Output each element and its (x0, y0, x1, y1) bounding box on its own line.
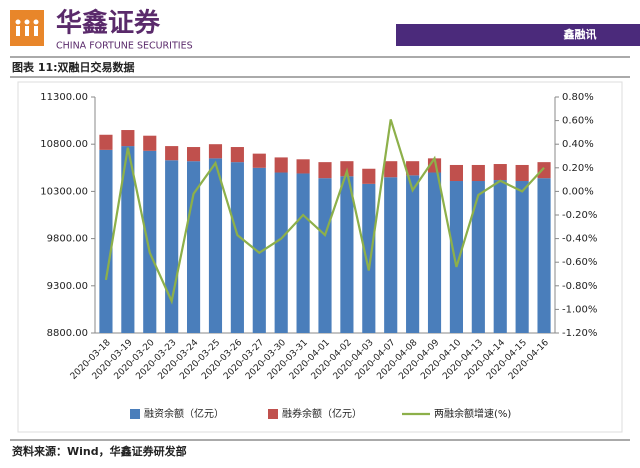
y-tick-label: 8800.00 (47, 328, 88, 339)
bar (252, 167, 266, 333)
bar (449, 181, 463, 333)
bar (230, 162, 244, 333)
bar (537, 178, 551, 333)
bar (208, 158, 223, 333)
bar (165, 146, 179, 161)
bar (143, 150, 157, 333)
y2-tick-label: -0.20% (562, 210, 597, 221)
bar (449, 164, 463, 182)
chart-frame (17, 81, 623, 433)
bar (143, 135, 157, 151)
y-tick-label: 11300.00 (40, 92, 88, 103)
legend-label: 融券余额（亿元） (282, 407, 362, 420)
y2-tick-label: 0.80% (562, 92, 594, 103)
y2-tick-label: 0.40% (562, 139, 594, 150)
bar (230, 147, 244, 163)
bar (165, 160, 179, 333)
y2-tick-label: 0.00% (562, 186, 594, 197)
bar (406, 161, 420, 176)
bar (384, 177, 398, 333)
bar (187, 147, 201, 162)
bar (252, 153, 266, 168)
brand: 华鑫证券 (56, 8, 161, 39)
logo-figures (15, 19, 39, 36)
y-tick-label: 9300.00 (47, 281, 88, 292)
bar (318, 162, 332, 179)
bar (274, 172, 288, 333)
bar (99, 149, 113, 333)
y2-tick-label: -0.60% (562, 257, 597, 268)
bar (515, 181, 529, 333)
bar (493, 164, 507, 181)
bar (121, 130, 135, 147)
bar (471, 164, 485, 182)
legend-label: 融资余额（亿元） (144, 407, 224, 420)
bar (493, 180, 507, 333)
bar (296, 159, 310, 174)
y2-tick-label: -0.40% (562, 234, 597, 245)
y-tick-label: 9800.00 (47, 234, 88, 245)
bar (362, 168, 376, 184)
bar (471, 181, 485, 333)
bar (296, 173, 310, 333)
y2-tick-label: -0.80% (562, 281, 597, 292)
source: 资料来源：Wind，华鑫证券研发部 (12, 444, 187, 458)
section-bar (396, 24, 640, 46)
brand-en: CHINA FORTUNE SECURITIES (56, 41, 193, 52)
bar (362, 183, 376, 333)
bar (121, 146, 135, 333)
y-tick-label: 10300.00 (40, 186, 88, 197)
bar (384, 161, 398, 178)
bar (537, 162, 551, 179)
bar (340, 176, 354, 333)
bar (187, 161, 201, 333)
bar (99, 134, 113, 150)
legend-swatch (268, 409, 278, 419)
legend-label: 两融余额增速(%) (434, 407, 511, 420)
bar (208, 144, 223, 159)
bar (318, 178, 332, 333)
y2-tick-label: -1.00% (562, 304, 597, 315)
y-tick-label: 10800.00 (40, 139, 88, 150)
legend-swatch (130, 409, 140, 419)
bar (515, 164, 529, 182)
chart-title: 图表 11:双融日交易数据 (12, 60, 135, 74)
y2-tick-label: 0.60% (562, 116, 594, 127)
section: 鑫融讯 (563, 27, 597, 41)
bar (274, 157, 288, 173)
bar (406, 175, 420, 333)
y2-tick-label: 0.20% (562, 163, 594, 174)
bar (427, 172, 442, 333)
y2-tick-label: -1.20% (562, 328, 597, 339)
line (104, 119, 545, 305)
